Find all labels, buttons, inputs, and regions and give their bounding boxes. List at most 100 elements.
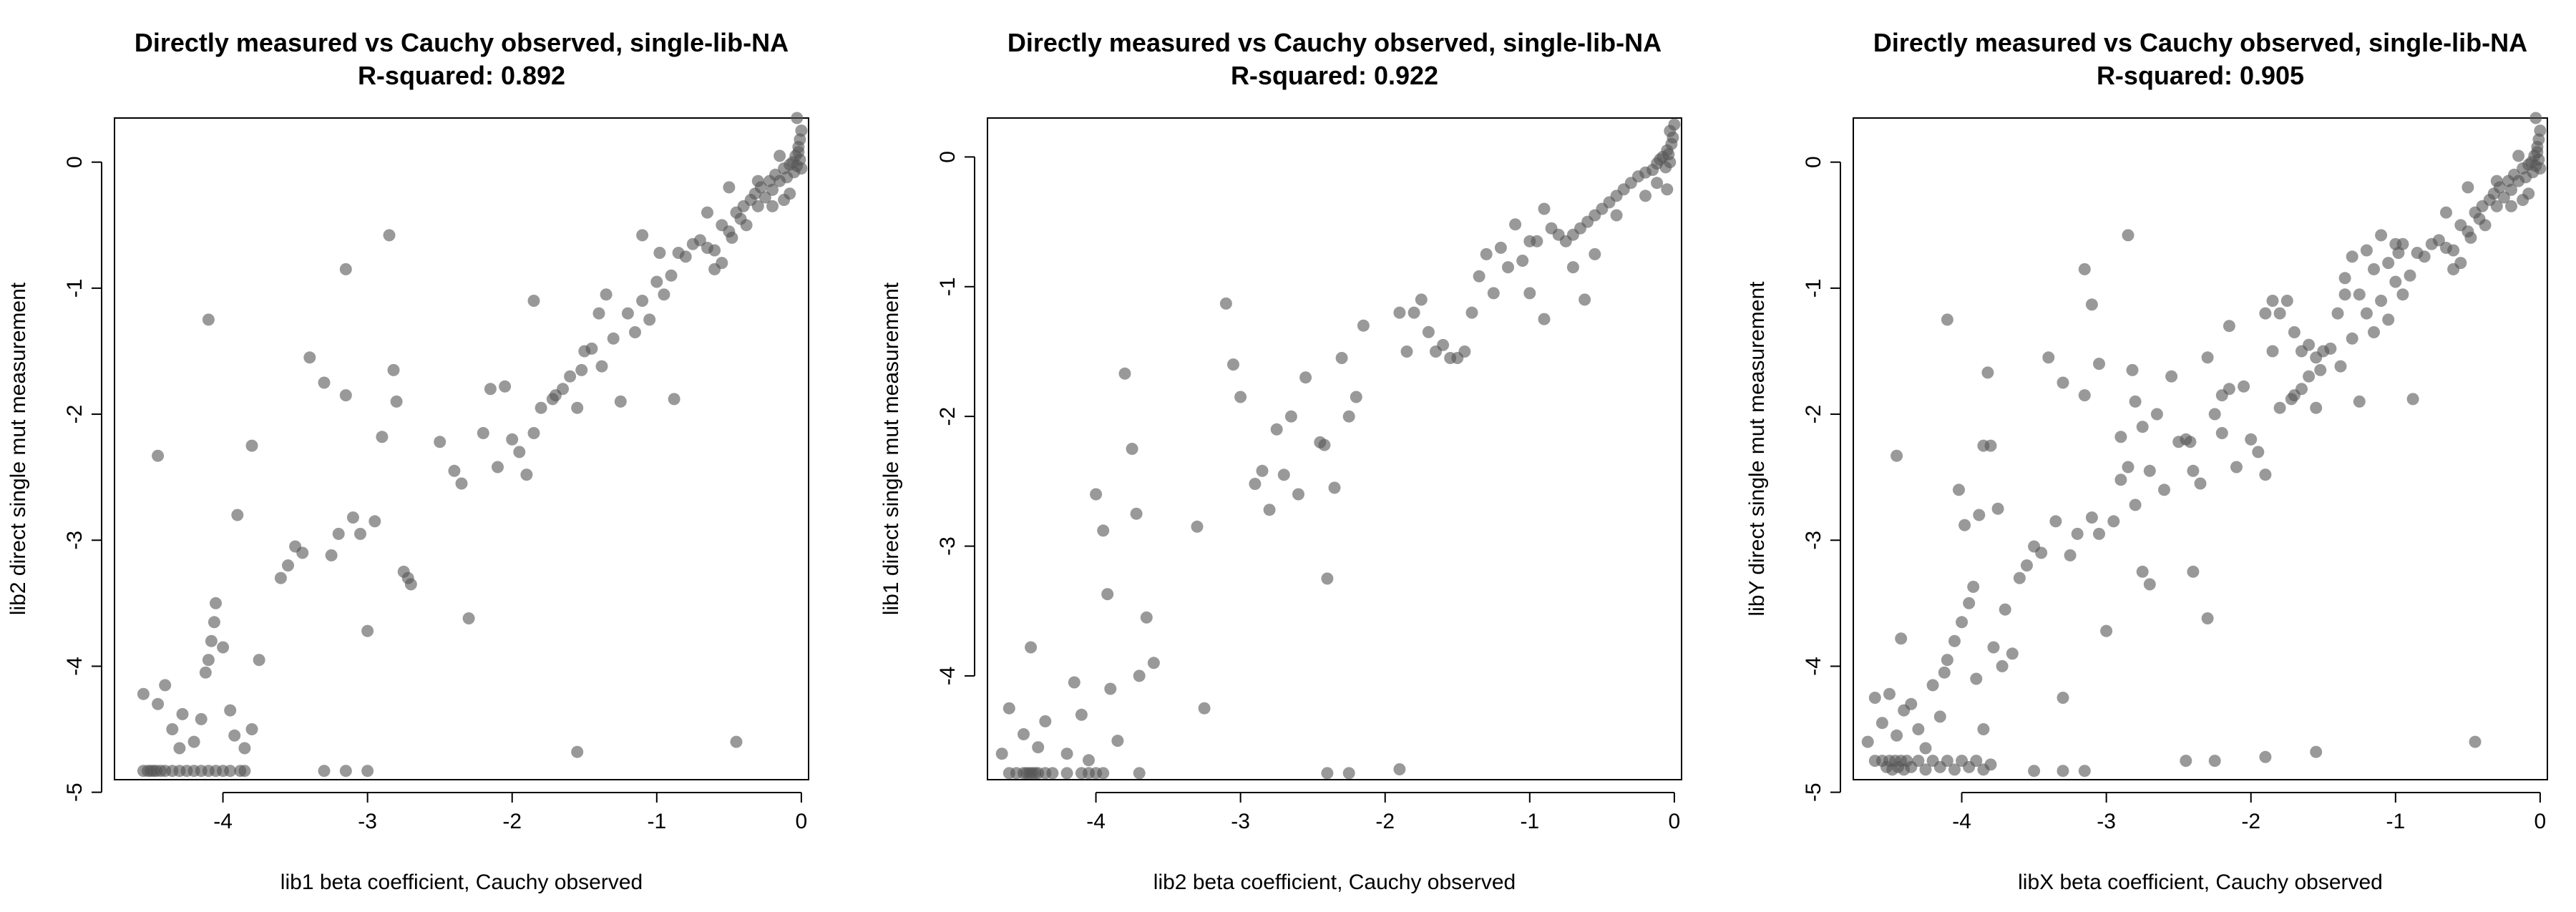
data-point bbox=[2057, 376, 2069, 389]
data-points bbox=[995, 118, 1681, 780]
data-point bbox=[2447, 244, 2460, 257]
data-point bbox=[1263, 504, 1276, 516]
data-point bbox=[1104, 682, 1117, 695]
data-point bbox=[2440, 206, 2452, 219]
data-point bbox=[2143, 464, 2156, 477]
data-point bbox=[2150, 408, 2163, 421]
data-point bbox=[137, 687, 150, 700]
data-point bbox=[2230, 461, 2243, 474]
data-point bbox=[1292, 488, 1304, 501]
data-point bbox=[730, 735, 743, 748]
y-tick-label: -2 bbox=[1802, 405, 1825, 424]
y-tick-label: -5 bbox=[1802, 783, 1825, 802]
y-tick-label: -2 bbox=[936, 407, 960, 426]
data-point bbox=[296, 546, 309, 559]
data-point bbox=[2129, 395, 2142, 408]
data-point bbox=[527, 295, 540, 307]
data-point bbox=[2382, 313, 2395, 326]
data-point bbox=[1566, 261, 1579, 274]
data-point bbox=[1097, 524, 1110, 537]
data-point bbox=[2389, 275, 2402, 288]
data-point bbox=[1025, 641, 1038, 654]
data-point bbox=[2208, 755, 2221, 768]
data-point bbox=[2331, 307, 2344, 320]
data-point bbox=[1895, 632, 1908, 645]
data-point bbox=[2215, 427, 2228, 439]
data-point bbox=[2114, 474, 2127, 486]
data-point bbox=[1227, 358, 1239, 371]
data-point bbox=[369, 515, 381, 528]
data-point bbox=[2078, 765, 2091, 778]
data-point bbox=[1060, 767, 1073, 780]
data-point bbox=[303, 351, 316, 364]
data-point bbox=[339, 263, 352, 275]
data-point bbox=[751, 200, 764, 212]
data-point bbox=[1393, 763, 1406, 775]
chart-subtitle: R-squared: 0.922 bbox=[1231, 61, 1438, 90]
data-point bbox=[2280, 295, 2293, 307]
x-tick-label: 0 bbox=[796, 810, 808, 833]
data-point bbox=[1941, 755, 1953, 768]
data-point bbox=[1465, 306, 1478, 319]
data-point bbox=[217, 641, 230, 654]
data-point bbox=[346, 511, 359, 524]
data-point bbox=[679, 250, 692, 263]
data-point bbox=[1987, 641, 2000, 654]
data-point bbox=[1234, 391, 1247, 403]
data-point bbox=[238, 742, 251, 755]
data-point bbox=[995, 747, 1008, 760]
data-point bbox=[2368, 326, 2380, 338]
data-point bbox=[2165, 370, 2178, 383]
y-tick-label: -4 bbox=[63, 657, 87, 676]
data-point bbox=[2296, 383, 2308, 396]
data-point bbox=[2021, 559, 2033, 572]
data-point bbox=[1919, 763, 1932, 776]
scatter-panel-2: Directly measured vs Cauchy observed, si… bbox=[879, 28, 1682, 894]
data-point bbox=[2375, 295, 2388, 307]
data-point bbox=[1342, 767, 1355, 780]
data-point bbox=[1984, 758, 1997, 771]
data-point bbox=[1905, 697, 1918, 710]
data-point bbox=[1502, 261, 1514, 274]
data-point bbox=[2360, 244, 2373, 257]
data-point bbox=[1480, 247, 1493, 260]
data-point bbox=[1318, 438, 1331, 451]
data-point bbox=[2259, 307, 2272, 320]
data-point bbox=[2122, 461, 2135, 474]
data-point bbox=[2432, 234, 2445, 247]
data-point bbox=[245, 439, 258, 452]
x-tick-label: 0 bbox=[2534, 810, 2547, 833]
data-point bbox=[361, 765, 374, 778]
data-point bbox=[766, 183, 779, 196]
data-point bbox=[1130, 507, 1143, 520]
data-points bbox=[137, 112, 808, 778]
data-point bbox=[1342, 410, 1355, 423]
data-point bbox=[1661, 183, 1674, 196]
data-point bbox=[2049, 515, 2062, 528]
data-point bbox=[1664, 124, 1677, 137]
data-point bbox=[701, 206, 713, 219]
data-point bbox=[1651, 177, 1664, 190]
data-point bbox=[224, 704, 237, 717]
data-point bbox=[2259, 469, 2272, 481]
data-point bbox=[2187, 464, 2200, 477]
y-tick-label: -1 bbox=[1802, 279, 1825, 298]
chart-title: Directly measured vs Cauchy observed, si… bbox=[1008, 28, 1662, 57]
data-point bbox=[2238, 380, 2250, 393]
data-point bbox=[224, 765, 237, 778]
data-point bbox=[1140, 611, 1153, 624]
x-tick-label: -3 bbox=[1231, 810, 1250, 833]
data-point bbox=[658, 288, 670, 301]
data-point bbox=[2404, 269, 2416, 282]
data-point bbox=[462, 612, 475, 624]
x-tick-label: -4 bbox=[1952, 810, 1971, 833]
data-point bbox=[665, 269, 678, 282]
data-point bbox=[2334, 360, 2347, 373]
data-point bbox=[1400, 345, 1413, 358]
data-point bbox=[1868, 692, 1881, 704]
data-point bbox=[1912, 755, 1925, 768]
data-point bbox=[318, 765, 331, 778]
data-point bbox=[2490, 175, 2503, 187]
data-point bbox=[1458, 345, 1471, 358]
data-point bbox=[643, 313, 656, 326]
